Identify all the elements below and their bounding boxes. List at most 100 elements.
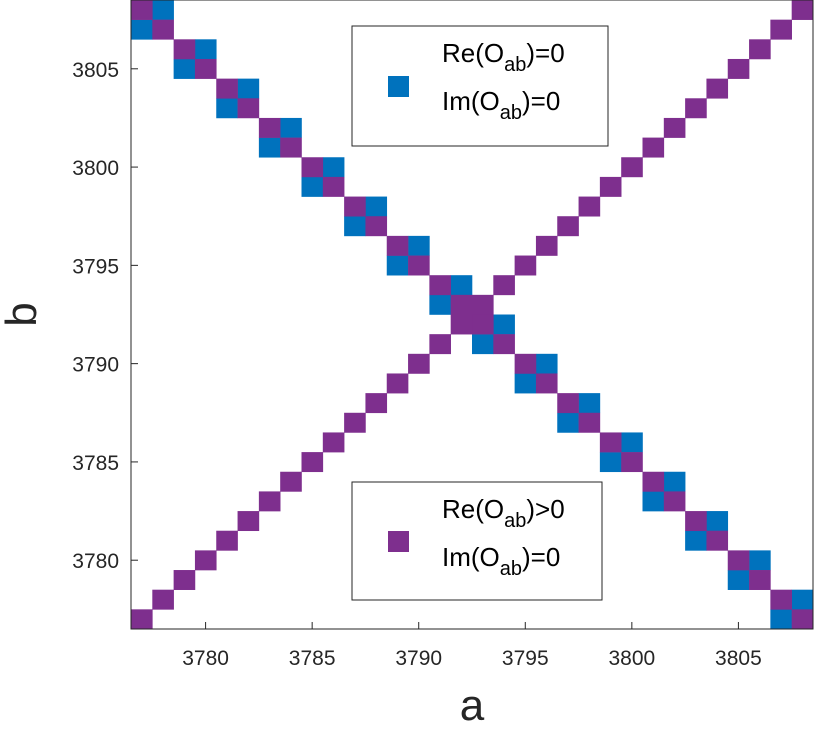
legends: Re(Oab)=0 Im(Oab)=0 Re(Oab)>0 Im(Oab)=0 xyxy=(351,25,609,601)
cell-re-positive xyxy=(173,570,196,590)
cell-re-positive xyxy=(578,196,601,217)
legend-top-right: Re(Oab)=0 Im(Oab)=0 xyxy=(351,25,609,147)
cell-re-positive xyxy=(429,275,451,296)
cell-re-positive xyxy=(429,334,451,355)
cell-re-zero xyxy=(621,432,643,453)
cell-re-zero xyxy=(216,98,238,119)
cell-re-positive xyxy=(280,137,302,158)
cell-re-positive xyxy=(344,412,366,433)
axis-ticks: 3780 3785 3790 3795 3800 3805 3780 3785 3790 3795… xyxy=(72,59,761,670)
legend-entry-text: Re(Oab)=0 xyxy=(442,38,565,76)
cell-re-zero xyxy=(280,117,302,138)
cell-re-zero xyxy=(514,373,537,394)
y-axis-label: b xyxy=(0,302,46,326)
cell-re-zero xyxy=(727,570,750,590)
cell-re-positive xyxy=(216,530,238,551)
y-tick-label: 3785 xyxy=(72,452,119,475)
x-tick-label: 3805 xyxy=(715,647,762,670)
cell-re-positive xyxy=(791,609,814,630)
y-tick-label: 3795 xyxy=(72,255,119,278)
legend-entry-text: Im(Oab)=0 xyxy=(442,542,560,580)
cell-re-positive xyxy=(472,294,494,315)
cell-re-positive xyxy=(237,511,260,532)
cell-re-positive xyxy=(749,39,771,60)
cell-re-positive xyxy=(408,255,430,276)
cell-re-positive xyxy=(514,255,537,276)
cell-re-positive xyxy=(642,471,665,492)
cell-re-zero xyxy=(344,216,366,237)
cell-re-positive xyxy=(642,137,665,158)
cell-re-positive xyxy=(663,117,686,138)
cell-re-positive xyxy=(770,589,792,610)
cell-re-positive xyxy=(365,216,388,237)
cell-re-positive xyxy=(599,432,622,453)
cell-re-zero xyxy=(791,589,814,610)
cell-re-zero xyxy=(258,137,281,158)
cell-re-positive xyxy=(322,176,345,197)
cell-re-zero xyxy=(237,78,260,99)
cell-re-positive xyxy=(685,98,707,119)
cell-re-positive xyxy=(386,235,409,256)
x-tick-label: 3785 xyxy=(289,647,336,670)
heatmap-cells xyxy=(131,0,814,630)
x-tick-label: 3800 xyxy=(608,647,655,670)
cell-re-zero xyxy=(493,314,515,335)
cell-re-positive xyxy=(301,157,324,178)
cell-re-positive xyxy=(152,19,174,40)
cell-re-positive xyxy=(258,117,281,138)
cell-re-zero xyxy=(322,157,345,178)
y-tick-label: 3790 xyxy=(72,354,119,377)
cell-re-zero xyxy=(429,294,451,315)
cell-re-zero xyxy=(365,196,388,217)
cell-re-positive xyxy=(493,275,515,296)
cell-re-positive xyxy=(301,452,324,473)
cell-re-positive xyxy=(258,491,281,512)
cell-re-zero xyxy=(173,58,196,79)
cell-re-zero xyxy=(535,353,558,374)
cell-re-positive xyxy=(727,550,750,571)
cell-re-positive xyxy=(450,314,473,335)
legend-marker xyxy=(388,531,409,552)
cell-re-positive xyxy=(535,373,558,394)
y-tick-label: 3805 xyxy=(72,59,119,82)
x-tick-label: 3780 xyxy=(182,647,229,670)
legend-entry-text: Im(Oab)=0 xyxy=(442,86,560,124)
x-tick-label: 3790 xyxy=(395,647,442,670)
y-tick-label: 3780 xyxy=(72,550,119,573)
cell-re-zero xyxy=(386,255,409,276)
cell-re-zero xyxy=(706,511,729,532)
cell-re-zero xyxy=(685,530,707,551)
cell-re-positive xyxy=(621,157,643,178)
cell-re-positive xyxy=(131,609,153,630)
x-axis-label: a xyxy=(460,681,485,730)
cell-re-zero xyxy=(557,412,579,433)
cell-re-zero xyxy=(599,452,622,473)
cell-re-zero xyxy=(770,609,792,630)
x-tick-label: 3795 xyxy=(502,647,549,670)
cell-re-positive xyxy=(535,235,558,256)
cell-re-positive xyxy=(514,353,537,374)
cell-re-positive xyxy=(706,530,729,551)
cell-re-zero xyxy=(301,176,324,197)
cell-re-positive xyxy=(365,393,388,414)
legend-entry-text: Re(Oab)>0 xyxy=(442,494,565,532)
cell-re-positive xyxy=(663,491,686,512)
cell-re-positive xyxy=(152,589,174,610)
cell-re-positive xyxy=(450,294,473,315)
cell-re-positive xyxy=(280,471,302,492)
cell-re-positive xyxy=(322,432,345,453)
cell-re-positive xyxy=(173,39,196,60)
cell-re-positive xyxy=(770,19,792,40)
cell-re-positive xyxy=(727,58,750,79)
cell-re-zero xyxy=(408,235,430,256)
cell-re-positive xyxy=(386,373,409,394)
cell-re-zero xyxy=(194,39,217,60)
cell-re-positive xyxy=(237,98,260,119)
cell-re-zero xyxy=(749,550,771,571)
cell-re-zero xyxy=(663,471,686,492)
cell-re-positive xyxy=(194,550,217,571)
y-tick-label: 3800 xyxy=(72,157,119,180)
cell-re-positive xyxy=(216,78,238,99)
cell-re-positive xyxy=(578,412,601,433)
